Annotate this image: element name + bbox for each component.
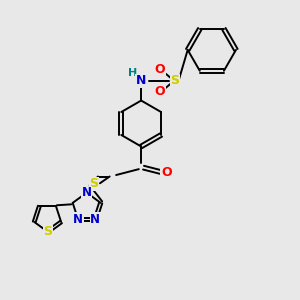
Text: N: N [73, 213, 83, 226]
Text: O: O [161, 166, 172, 178]
Text: S: S [90, 177, 99, 190]
Text: N: N [90, 213, 100, 226]
Text: O: O [154, 85, 165, 98]
Text: N: N [82, 186, 92, 199]
Text: O: O [154, 63, 165, 76]
Text: S: S [43, 225, 52, 238]
Text: S: S [170, 74, 179, 87]
Text: N: N [136, 74, 146, 87]
Text: H: H [128, 68, 137, 78]
